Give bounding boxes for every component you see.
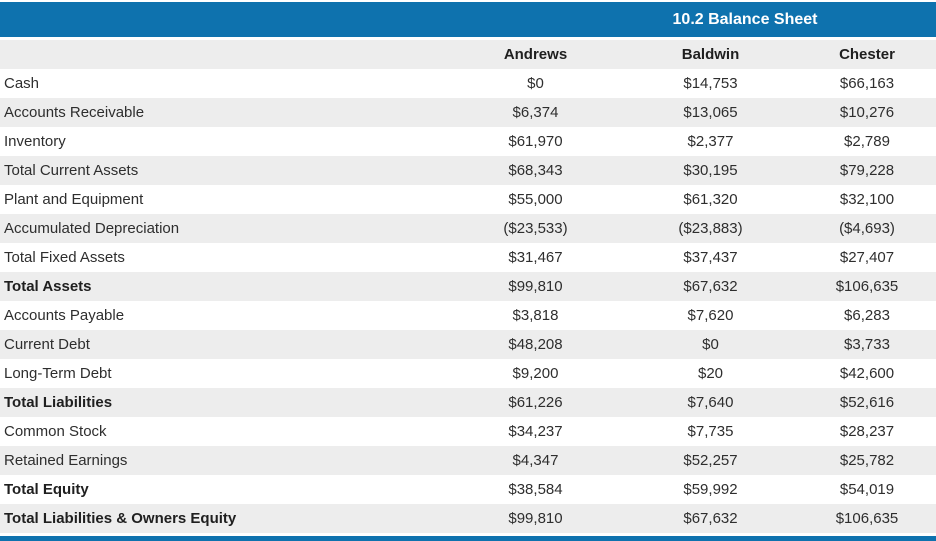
row-value-andrews: $68,343 — [508, 162, 563, 179]
row-label: Common Stock — [4, 423, 107, 440]
row-value-andrews: $55,000 — [508, 191, 563, 208]
row-value-chester: $6,283 — [844, 307, 890, 324]
row-value-baldwin: $0 — [702, 336, 719, 353]
row-value-chester: $106,635 — [835, 278, 899, 295]
row-value-andrews: $38,584 — [508, 481, 563, 498]
row-label: Current Debt — [4, 336, 90, 353]
row-value-baldwin: $7,640 — [687, 394, 734, 411]
row-value-chester: $32,100 — [839, 191, 895, 208]
row-value-andrews: $9,200 — [512, 365, 559, 382]
row-label: Total Current Assets — [4, 162, 139, 179]
row-label: Total Liabilities — [4, 394, 113, 411]
row-value-chester: $10,276 — [839, 104, 895, 121]
row-label: Retained Earnings — [4, 452, 128, 469]
table-row: Total Assets $99,810 $67,632 $106,635 — [0, 272, 936, 301]
row-value-baldwin: $52,257 — [683, 452, 738, 469]
row-value-andrews: ($23,533) — [503, 220, 568, 237]
row-label: Long-Term Debt — [4, 365, 112, 382]
row-value-andrews: $6,374 — [512, 104, 559, 121]
table-row: Long-Term Debt $9,200 $20 $42,600 — [0, 359, 936, 388]
row-value-chester: $25,782 — [839, 452, 895, 469]
table-row: Common Stock $34,237 $7,735 $28,237 — [0, 417, 936, 446]
row-label: Total Equity — [4, 481, 89, 498]
row-label: Cash — [4, 75, 40, 92]
table-row: Accounts Payable $3,818 $7,620 $6,283 — [0, 301, 936, 330]
row-value-andrews: $48,208 — [508, 336, 563, 353]
table-row: Total Current Assets $68,343 $30,195 $79,22… — [0, 156, 936, 185]
divider — [0, 37, 936, 40]
row-value-chester: $27,407 — [839, 249, 895, 266]
row-value-baldwin: $61,320 — [683, 191, 738, 208]
row-value-chester: $3,733 — [844, 336, 890, 353]
row-value-chester: $42,600 — [839, 365, 895, 382]
row-value-chester: $54,019 — [839, 481, 895, 498]
table-title: 10.2 Balance Sheet — [672, 11, 818, 28]
row-value-baldwin: $7,735 — [687, 423, 734, 440]
row-value-andrews: $61,226 — [508, 394, 563, 411]
row-value-baldwin: $7,620 — [687, 307, 734, 324]
table-row: Plant and Equipment $55,000 $61,320 $32,100 — [0, 185, 936, 214]
row-value-chester: ($4,693) — [839, 220, 895, 237]
row-label: Inventory — [4, 133, 66, 150]
row-value-baldwin: $30,195 — [683, 162, 738, 179]
row-value-chester: $2,789 — [844, 133, 890, 150]
row-value-chester: $52,616 — [839, 394, 895, 411]
row-value-chester: $66,163 — [839, 75, 895, 92]
top-margin — [0, 0, 936, 2]
table-row: Retained Earnings $4,347 $52,257 $25,782 — [0, 446, 936, 475]
bottom-accent-bar — [0, 536, 936, 541]
row-value-andrews: $31,467 — [508, 249, 563, 266]
row-value-andrews: $34,237 — [508, 423, 563, 440]
row-value-andrews: $4,347 — [512, 452, 559, 469]
table-row: Inventory $61,970 $2,377 $2,789 — [0, 127, 936, 156]
row-value-baldwin: $2,377 — [687, 133, 734, 150]
row-value-chester: $106,635 — [835, 510, 899, 527]
row-value-andrews: $0 — [527, 75, 544, 92]
row-value-baldwin: $14,753 — [683, 75, 738, 92]
row-label: Plant and Equipment — [4, 191, 144, 208]
row-value-andrews: $3,818 — [512, 307, 559, 324]
row-label: Accounts Receivable — [4, 104, 145, 121]
row-value-baldwin: ($23,883) — [678, 220, 743, 237]
table-row: Accounts Receivable $6,374 $13,065 $10,276 — [0, 98, 936, 127]
row-value-andrews: $99,810 — [508, 278, 563, 295]
table-row: Cash $0 $14,753 $66,163 — [0, 69, 936, 98]
row-value-baldwin: $67,632 — [683, 278, 738, 295]
table-row: Total Liabilities $61,226 $7,640 $52,616 — [0, 388, 936, 417]
row-value-baldwin: $13,065 — [683, 104, 738, 121]
divider — [0, 533, 936, 536]
column-header-chester: Chester — [839, 46, 895, 63]
table-title-bar: 10.2 Balance Sheet — [0, 2, 936, 37]
table-body: Cash $0 $14,753 $66,163 Accounts Receivable $… — [0, 69, 936, 533]
column-header-baldwin: Baldwin — [681, 46, 740, 63]
table-row: Total Fixed Assets $31,467 $37,437 $27,407 — [0, 243, 936, 272]
row-value-baldwin: $37,437 — [683, 249, 738, 266]
row-label: Accumulated Depreciation — [4, 220, 180, 237]
row-label: Total Liabilities & Owners Equity — [4, 510, 237, 527]
table-row: Total Equity $38,584 $59,992 $54,019 — [0, 475, 936, 504]
row-value-baldwin: $20 — [697, 365, 724, 382]
table-row: Total Liabilities & Owners Equity $99,810… — [0, 504, 936, 533]
row-value-andrews: $99,810 — [508, 510, 563, 527]
table-row: Accumulated Depreciation ($23,533) ($23,88… — [0, 214, 936, 243]
row-value-baldwin: $67,632 — [683, 510, 738, 527]
row-label: Total Assets — [4, 278, 92, 295]
row-value-andrews: $61,970 — [508, 133, 563, 150]
table-row: Current Debt $48,208 $0 $3,733 — [0, 330, 936, 359]
column-header-row: Andrews Baldwin Chester — [0, 40, 936, 69]
row-label: Accounts Payable — [4, 307, 125, 324]
row-value-baldwin: $59,992 — [683, 481, 738, 498]
row-label: Total Fixed Assets — [4, 249, 125, 266]
row-value-chester: $28,237 — [839, 423, 895, 440]
column-header-andrews: Andrews — [503, 46, 568, 63]
row-value-chester: $79,228 — [839, 162, 895, 179]
